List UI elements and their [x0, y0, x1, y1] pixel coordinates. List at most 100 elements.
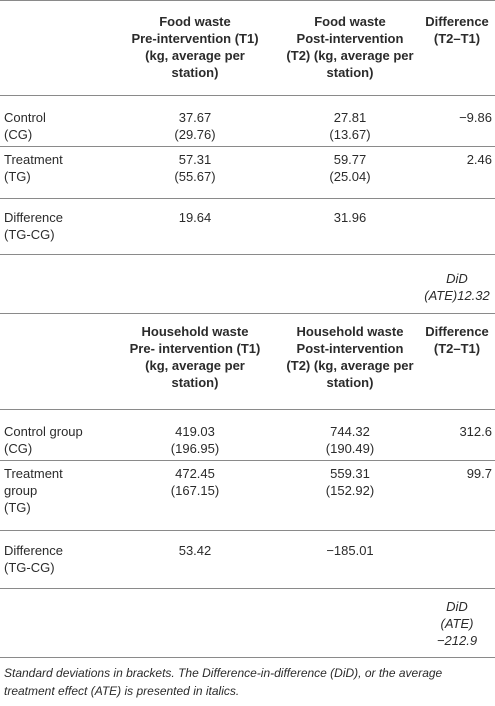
- header-line: Household waste: [296, 324, 404, 339]
- row-rule: [0, 146, 495, 147]
- did-line: DiD: [446, 599, 468, 614]
- header-line: Difference: [425, 324, 489, 339]
- pre-value: 37.67 (29.76): [116, 109, 274, 143]
- food-pre-header: Food waste Pre-intervention (T1) (kg, av…: [116, 13, 274, 81]
- value-line: (55.67): [174, 169, 216, 184]
- post-value: −185.01: [274, 542, 426, 559]
- header-line: Food waste: [314, 14, 386, 29]
- header-line: Food waste: [159, 14, 231, 29]
- diff-value: −9.86: [459, 110, 492, 125]
- diff-value: 2.46: [466, 152, 492, 167]
- value-line: 31.96: [333, 210, 367, 225]
- value-line: 472.45: [175, 466, 215, 481]
- header-line: station): [326, 65, 374, 80]
- value-line: 37.67: [178, 110, 212, 125]
- value-line: 559.31: [330, 466, 370, 481]
- row-label: Treatment (TG): [4, 151, 116, 185]
- row-rule: [0, 588, 495, 589]
- pre-value: 472.45 (167.15): [116, 465, 274, 499]
- label-line: (TG-CG): [4, 227, 55, 242]
- household-diff-header: Difference (T2–T1): [422, 323, 492, 357]
- did-line: (ATE): [440, 616, 474, 631]
- row-label: Control (CG): [4, 109, 116, 143]
- pre-value: 419.03 (196.95): [116, 423, 274, 457]
- value-line: 59.77: [333, 152, 367, 167]
- household-post-header: Household waste Post-intervention (T2) (…: [274, 323, 426, 391]
- row-rule: [0, 254, 495, 255]
- post-value: 559.31 (152.92): [274, 465, 426, 499]
- value-line: 53.42: [178, 543, 212, 558]
- header-line: (kg, average per: [145, 48, 245, 63]
- row-label: Difference (TG-CG): [4, 209, 116, 243]
- post-value: 31.96: [274, 209, 426, 226]
- diff-value: 99.7: [466, 466, 492, 481]
- pre-value: 19.64: [116, 209, 274, 226]
- label-line: Difference: [4, 210, 64, 225]
- header-line: Pre-intervention (T1): [131, 31, 259, 46]
- did-line: (ATE)12.32: [424, 288, 490, 303]
- pre-value: 53.42: [116, 542, 274, 559]
- header-line: Post-intervention: [296, 31, 404, 46]
- header-line: station): [326, 375, 374, 390]
- table-bottom-rule: [0, 657, 495, 658]
- row-label: Control group (CG): [4, 423, 116, 457]
- value-line: (13.67): [329, 127, 371, 142]
- value-line: (152.92): [325, 483, 375, 498]
- label-line: Treatment: [4, 152, 63, 167]
- household-pre-header: Household waste Pre- intervention (T1) (…: [116, 323, 274, 391]
- row-rule: [0, 460, 495, 461]
- header-line: Post-intervention: [296, 341, 404, 356]
- pre-value: 57.31 (55.67): [116, 151, 274, 185]
- post-value: 744.32 (190.49): [274, 423, 426, 457]
- value-line: (196.95): [170, 441, 220, 456]
- header-line: (T2) (kg, average per: [286, 48, 414, 63]
- food-post-header: Food waste Post-intervention (T2) (kg, a…: [274, 13, 426, 81]
- value-line: 419.03: [175, 424, 215, 439]
- label-line: (CG): [4, 441, 33, 456]
- header-line: (T2–T1): [433, 341, 481, 356]
- table-footnote: Standard deviations in brackets. The Dif…: [4, 666, 443, 698]
- value-line: (167.15): [170, 483, 220, 498]
- label-line: (CG): [4, 127, 33, 142]
- did-value: DiD (ATE) −212.9: [422, 598, 492, 649]
- post-value: 27.81 (13.67): [274, 109, 426, 143]
- did-value: DiD (ATE)12.32: [422, 270, 492, 304]
- label-line: (TG): [4, 169, 31, 184]
- row-label: Difference (TG-CG): [4, 542, 116, 576]
- post-value: 59.77 (25.04): [274, 151, 426, 185]
- header-rule: [0, 409, 495, 410]
- header-line: Pre- intervention (T1): [129, 341, 261, 356]
- label-line: Control group: [4, 424, 83, 439]
- label-line: (TG-CG): [4, 560, 55, 575]
- value-line: 57.31: [178, 152, 212, 167]
- table-top-rule: [0, 0, 495, 1]
- row-label: Treatment group (TG): [4, 465, 116, 516]
- row-rule: [0, 198, 495, 199]
- value-line: −185.01: [326, 543, 374, 558]
- value-line: (29.76): [174, 127, 216, 142]
- did-line: DiD: [446, 271, 468, 286]
- header-line: (T2) (kg, average per: [286, 358, 414, 373]
- value-line: 744.32: [330, 424, 370, 439]
- label-line: Difference: [4, 543, 64, 558]
- header-line: station): [171, 65, 219, 80]
- section-rule: [0, 313, 495, 314]
- header-line: Household waste: [141, 324, 249, 339]
- label-line: Control: [4, 110, 46, 125]
- value-line: (25.04): [329, 169, 371, 184]
- header-line: station): [171, 375, 219, 390]
- header-line: Difference: [425, 14, 489, 29]
- label-line: (TG): [4, 500, 31, 515]
- value-line: 19.64: [178, 210, 212, 225]
- header-line: (T2–T1): [433, 31, 481, 46]
- diff-value: 312.6: [459, 424, 492, 439]
- header-line: (kg, average per: [145, 358, 245, 373]
- row-rule: [0, 530, 495, 531]
- value-line: (190.49): [325, 441, 375, 456]
- label-line: Treatment: [4, 466, 63, 481]
- header-rule: [0, 95, 495, 96]
- did-line: −212.9: [436, 633, 478, 648]
- food-diff-header: Difference (T2–T1): [422, 13, 492, 47]
- label-line: group: [4, 483, 38, 498]
